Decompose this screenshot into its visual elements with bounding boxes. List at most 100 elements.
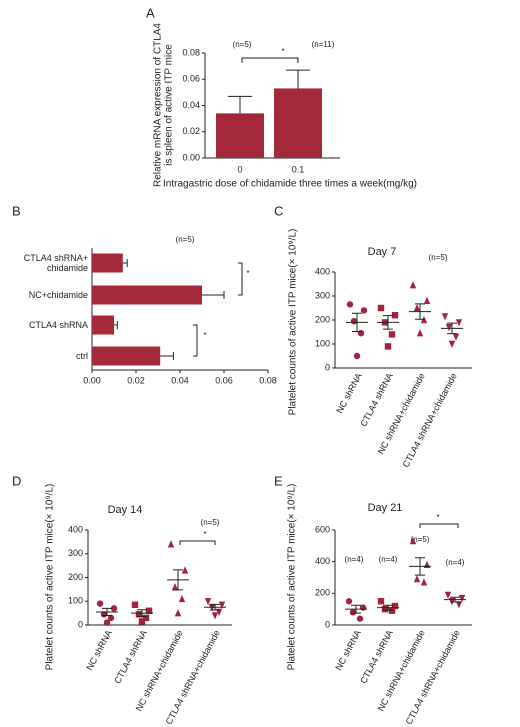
point <box>131 601 139 609</box>
panel-label: A <box>146 5 155 20</box>
point <box>103 619 111 626</box>
x-tick-label: CTLA4 shRNA <box>358 628 395 685</box>
point <box>356 615 364 622</box>
y-tick-label-text: CTLA4 shRNA+ chidamide <box>23 253 88 273</box>
y-tick-label: 400 <box>315 266 330 276</box>
x-tick-label: 0.04 <box>171 375 189 385</box>
annotation: (n=5) <box>411 535 430 544</box>
y-tick-label: 0 <box>78 619 83 629</box>
point <box>444 591 452 599</box>
chart-title: Day 7 <box>368 246 397 258</box>
point <box>391 602 399 610</box>
y-tick-label-text: ctrl <box>76 351 88 361</box>
point <box>409 281 417 289</box>
sem-bar <box>447 322 457 335</box>
bracket <box>238 262 243 296</box>
point <box>345 598 353 605</box>
y-tick-label: 0 <box>325 362 330 372</box>
brackets <box>179 57 459 545</box>
error-bar <box>114 321 118 329</box>
y-tick-label: 400 <box>68 524 83 534</box>
x-tick-label: 0 <box>237 164 242 174</box>
point <box>388 331 396 338</box>
sem-bar <box>137 609 147 617</box>
point <box>145 607 153 614</box>
point <box>360 307 368 314</box>
point <box>409 537 417 545</box>
point <box>181 566 189 574</box>
bracket <box>193 324 198 357</box>
point <box>416 329 424 337</box>
y-tick-label: 0 <box>325 619 330 629</box>
y-tick-label: 600 <box>315 524 330 534</box>
y-tick-label: 0.04 <box>182 100 200 110</box>
sem-bar <box>450 596 460 603</box>
bar <box>92 285 202 305</box>
sem-bar <box>173 569 183 591</box>
sem-bar <box>383 604 393 611</box>
point <box>420 578 428 586</box>
point <box>381 605 389 613</box>
error-bar <box>286 69 310 89</box>
x-tick-label: 0.1 <box>292 164 305 174</box>
point <box>142 614 150 622</box>
error-bar <box>122 259 128 267</box>
annotation: (n=5) <box>429 253 448 262</box>
x-tick-label: 0.00 <box>83 375 101 385</box>
y-tick-label: 400 <box>315 556 330 566</box>
bracket <box>241 57 299 63</box>
x-tick-label: NC shRNA <box>84 628 113 672</box>
point <box>353 352 361 360</box>
point <box>174 609 182 617</box>
x-tick-label: NC shRNA <box>333 628 362 672</box>
bar <box>92 346 161 366</box>
axis <box>87 530 232 626</box>
point <box>178 594 186 603</box>
y-tick-label: 200 <box>315 588 330 598</box>
point <box>110 605 118 612</box>
y-tick-label: CTLA4 shRNA <box>28 320 88 330</box>
sem-bar <box>352 312 362 333</box>
y-tick-label: CTLA4 shRNA+ chidamide <box>23 253 88 273</box>
annotation: * <box>246 269 249 278</box>
point <box>135 611 143 618</box>
annotation: (n=11) <box>312 40 335 49</box>
point <box>171 583 179 591</box>
point <box>377 304 385 312</box>
point <box>350 318 358 325</box>
sem-bar <box>383 315 393 330</box>
chart-title: Day 21 <box>368 502 403 514</box>
sem-bar <box>210 603 220 611</box>
point <box>204 598 212 606</box>
annotation: * <box>281 47 284 56</box>
sem-bar <box>102 607 112 616</box>
point <box>357 330 365 337</box>
x-tick-label: CTLA4 shRNA <box>112 628 149 685</box>
point <box>455 319 463 327</box>
chart-title: Day 14 <box>108 504 143 516</box>
point <box>413 575 421 583</box>
point <box>349 609 357 616</box>
x-tick-label: 0.08 <box>259 375 277 385</box>
bar <box>216 113 264 158</box>
y-tick-label: 300 <box>315 290 330 300</box>
point <box>445 324 453 332</box>
y-tick-label: 0.06 <box>182 74 200 84</box>
annotation: (n=5) <box>201 518 220 527</box>
y-tick-label: 300 <box>68 548 83 558</box>
point <box>346 301 354 308</box>
y-tick-label: 200 <box>315 314 330 324</box>
point <box>138 618 146 625</box>
point <box>448 340 456 348</box>
point <box>455 601 463 609</box>
bar <box>92 315 114 335</box>
panel-label: B <box>12 203 21 218</box>
annotation: (n=5) <box>176 235 195 244</box>
bar <box>92 253 123 273</box>
point <box>452 333 460 341</box>
y-tick-label-text: NC+chidamide <box>28 290 88 300</box>
y-tick-label-text: CTLA4 shRNA <box>28 320 88 330</box>
annotation: (n=5) <box>233 40 252 49</box>
error-bar <box>160 352 174 360</box>
